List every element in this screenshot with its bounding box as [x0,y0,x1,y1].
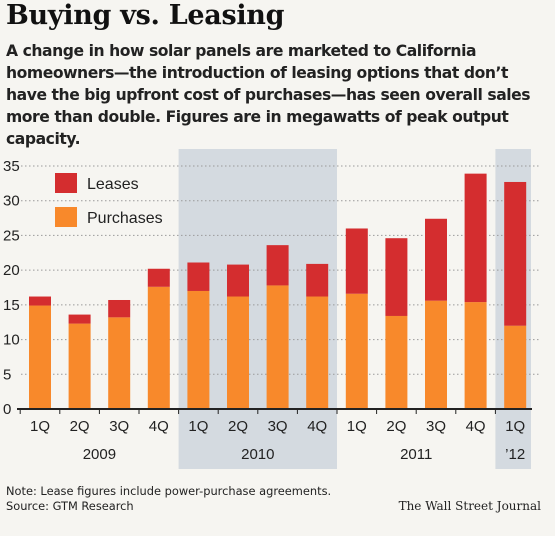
bar-leases [306,263,329,297]
x-tick-label: 3Q [268,418,288,435]
bar-purchases [68,323,91,409]
y-tick-label: 10 [3,332,20,349]
bar-purchases [29,305,51,409]
bar-leases [108,299,131,318]
bar-purchases [108,317,131,409]
bar-leases [266,245,289,286]
bar-purchases [504,325,527,409]
y-tick-label: 5 [3,366,11,383]
year-label: 2009 [83,446,116,463]
x-tick-label: 3Q [426,418,446,435]
bar-leases [385,238,408,316]
footnote-block: Note: Lease figures include power-purcha… [6,484,331,514]
y-tick-label: 30 [3,193,20,210]
bar-purchases [425,300,447,409]
year-label: 2010 [241,446,274,463]
bar-leases [504,181,527,326]
x-tick-label: 1Q [505,418,525,435]
bar-leases [29,296,51,306]
bar-leases [68,314,91,324]
footnote-text: Note: Lease figures include power-purcha… [6,484,332,498]
bar-purchases [227,296,249,409]
bar-leases [345,228,368,294]
chart-subtitle: A change in how solar panels are markete… [6,42,531,148]
bar-purchases [464,302,487,409]
year-label: ’12 [505,446,525,463]
x-tick-label: 1Q [30,418,50,435]
x-tick-label: 3Q [109,418,129,435]
x-tick-label: 2Q [70,418,90,435]
bar-purchases [147,286,170,409]
x-tick-label: 4Q [466,418,486,435]
bar-purchases [345,293,368,409]
y-tick-label: 25 [3,227,20,244]
x-tick-label: 1Q [188,418,208,435]
year-label: 2011 [400,446,432,463]
x-tick-label: 4Q [149,418,169,435]
y-tick-label: 15 [3,297,20,314]
y-tick-label: 0 [3,401,11,418]
bar-leases [464,173,487,303]
bar-leases [187,262,210,291]
x-tick-label: 2Q [228,418,248,435]
legend-swatch-purchases [55,207,77,227]
publisher-credit: The Wall Street Journal [398,499,541,513]
x-tick-label: 2Q [386,418,406,435]
x-tick-label: 1Q [347,418,367,435]
bar-purchases [266,285,289,409]
chart-title: Buying vs. Leasing [6,0,285,31]
x-tick-label: 4Q [307,418,327,435]
legend-label-leases: Leases [87,176,139,193]
bar-purchases [187,290,210,409]
source-text: Source: GTM Research [6,499,134,513]
bar-purchases [306,296,329,409]
y-tick-label: 20 [3,262,20,279]
bar-leases [227,264,249,297]
bar-leases [425,218,447,301]
y-tick-label: 35 [3,158,20,175]
bar-purchases [385,315,408,409]
legend-swatch-leases [55,173,77,193]
legend-label-purchases: Purchases [87,210,163,227]
bar-leases [147,268,170,287]
